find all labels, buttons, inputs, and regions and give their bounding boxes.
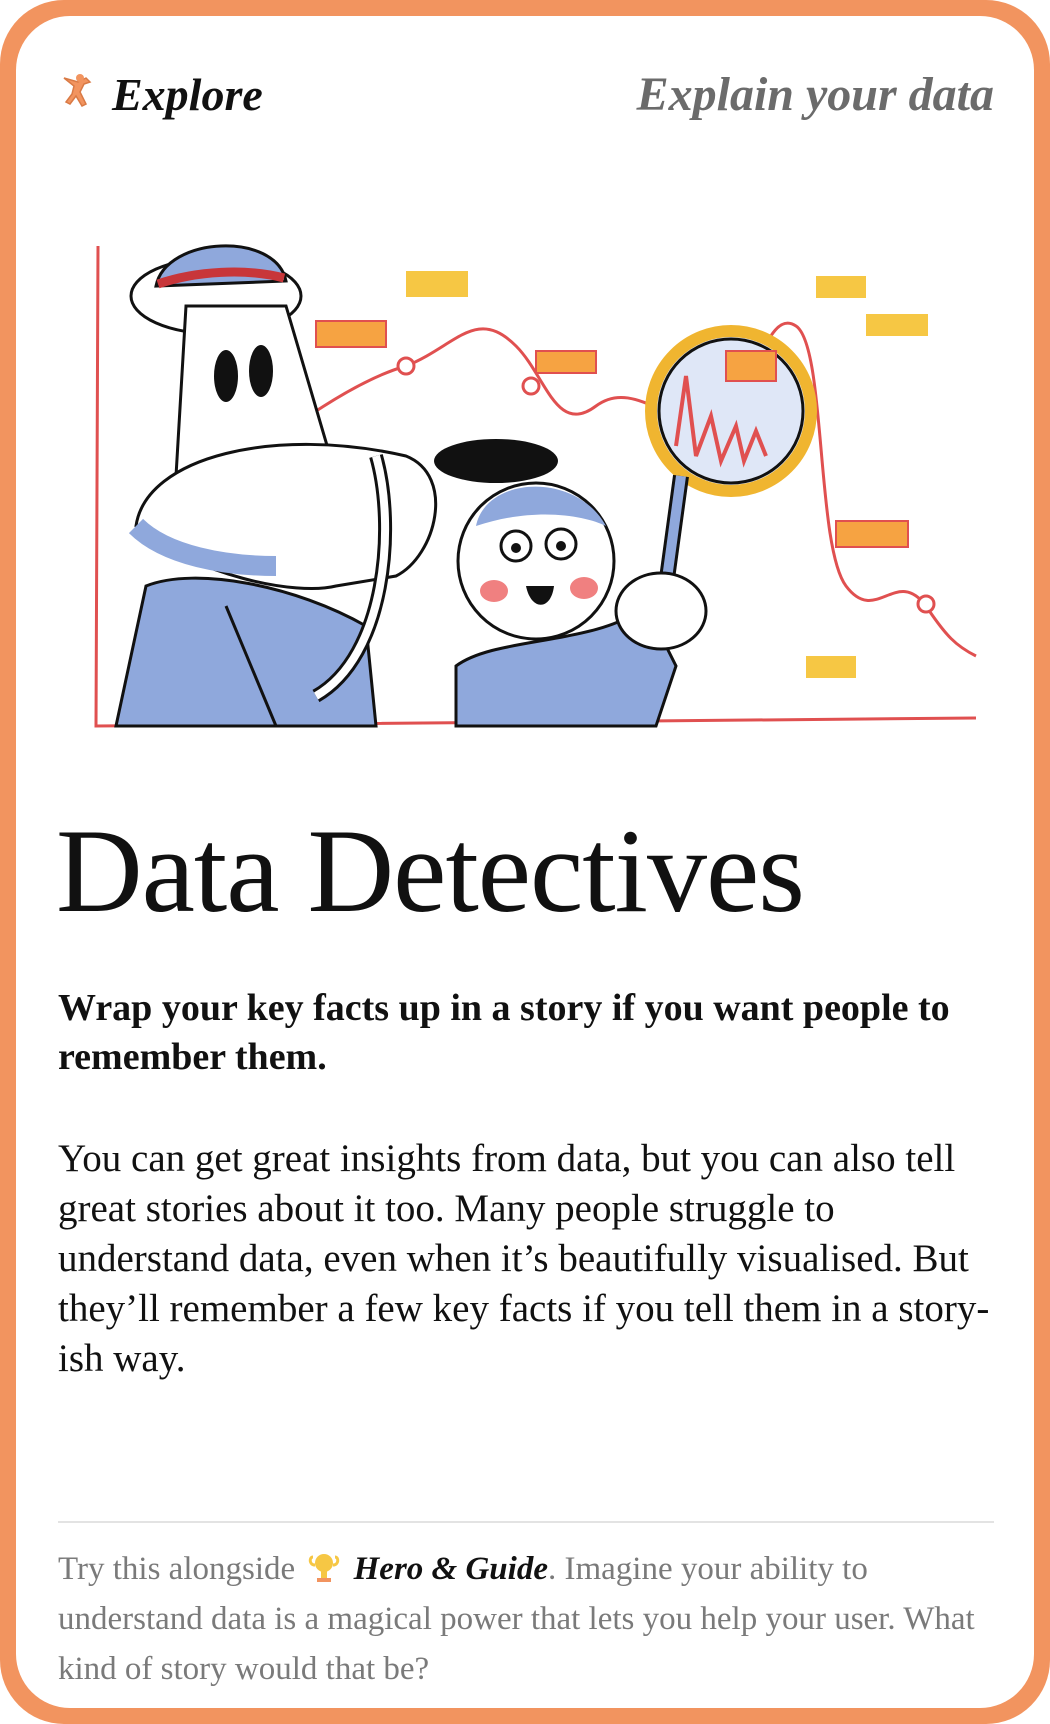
category-label: Explore bbox=[112, 68, 263, 120]
explorer-figure-icon bbox=[63, 74, 92, 107]
footer-reference-link[interactable]: Hero & Guide bbox=[353, 1551, 548, 1587]
card-header: Explore Explain your data bbox=[56, 54, 994, 134]
card: Explore Explain your data bbox=[16, 16, 1034, 1708]
hero-trophy-icon bbox=[309, 1554, 340, 1582]
divider bbox=[58, 1521, 994, 1523]
footer-suffix: . Imagine your ability to understand dat… bbox=[58, 1551, 975, 1687]
card-lead: Wrap your key facts up in a story if you… bbox=[58, 987, 950, 1078]
tagline: Explain your data bbox=[636, 67, 994, 121]
card-title: Data Detectives bbox=[56, 804, 805, 937]
card-footer: Try this alongside Hero & Guide. Imagine… bbox=[58, 1544, 994, 1694]
footer-prefix: Try this alongside bbox=[58, 1551, 296, 1587]
category: Explore bbox=[56, 68, 263, 121]
detective-illustration bbox=[94, 244, 977, 728]
card-body: You can get great insights from data, bu… bbox=[58, 1137, 990, 1380]
